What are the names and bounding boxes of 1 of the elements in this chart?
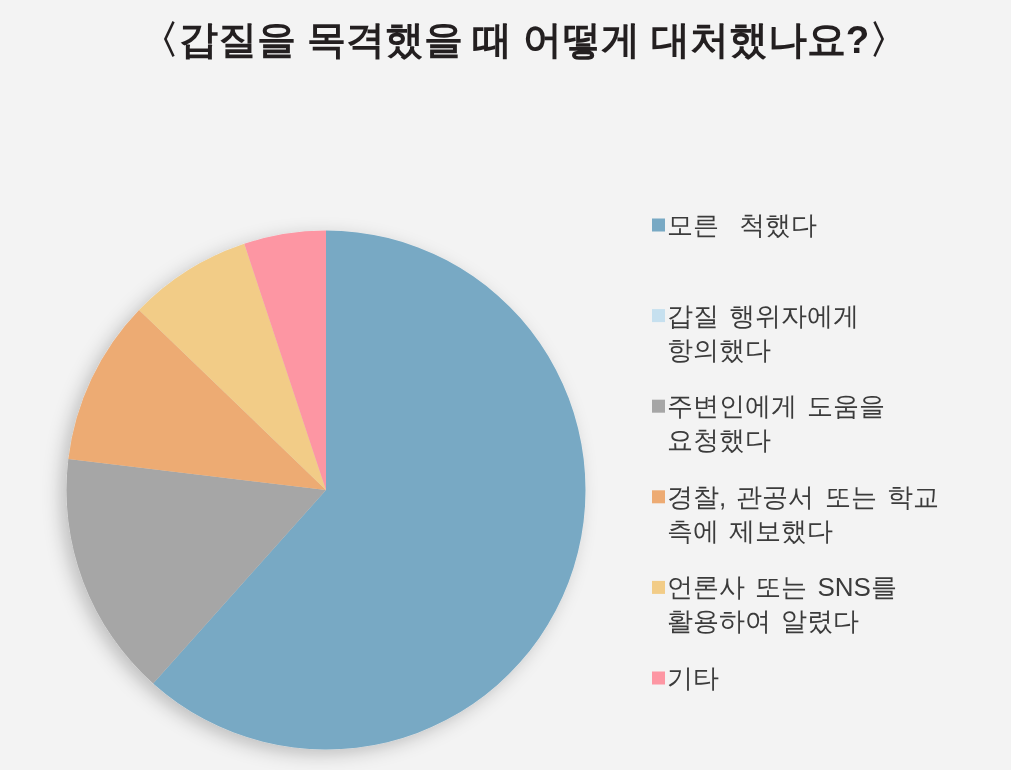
title: 〈갑질을 목격했을 때 어떻게 대처했나요?〉 (139, 17, 909, 61)
